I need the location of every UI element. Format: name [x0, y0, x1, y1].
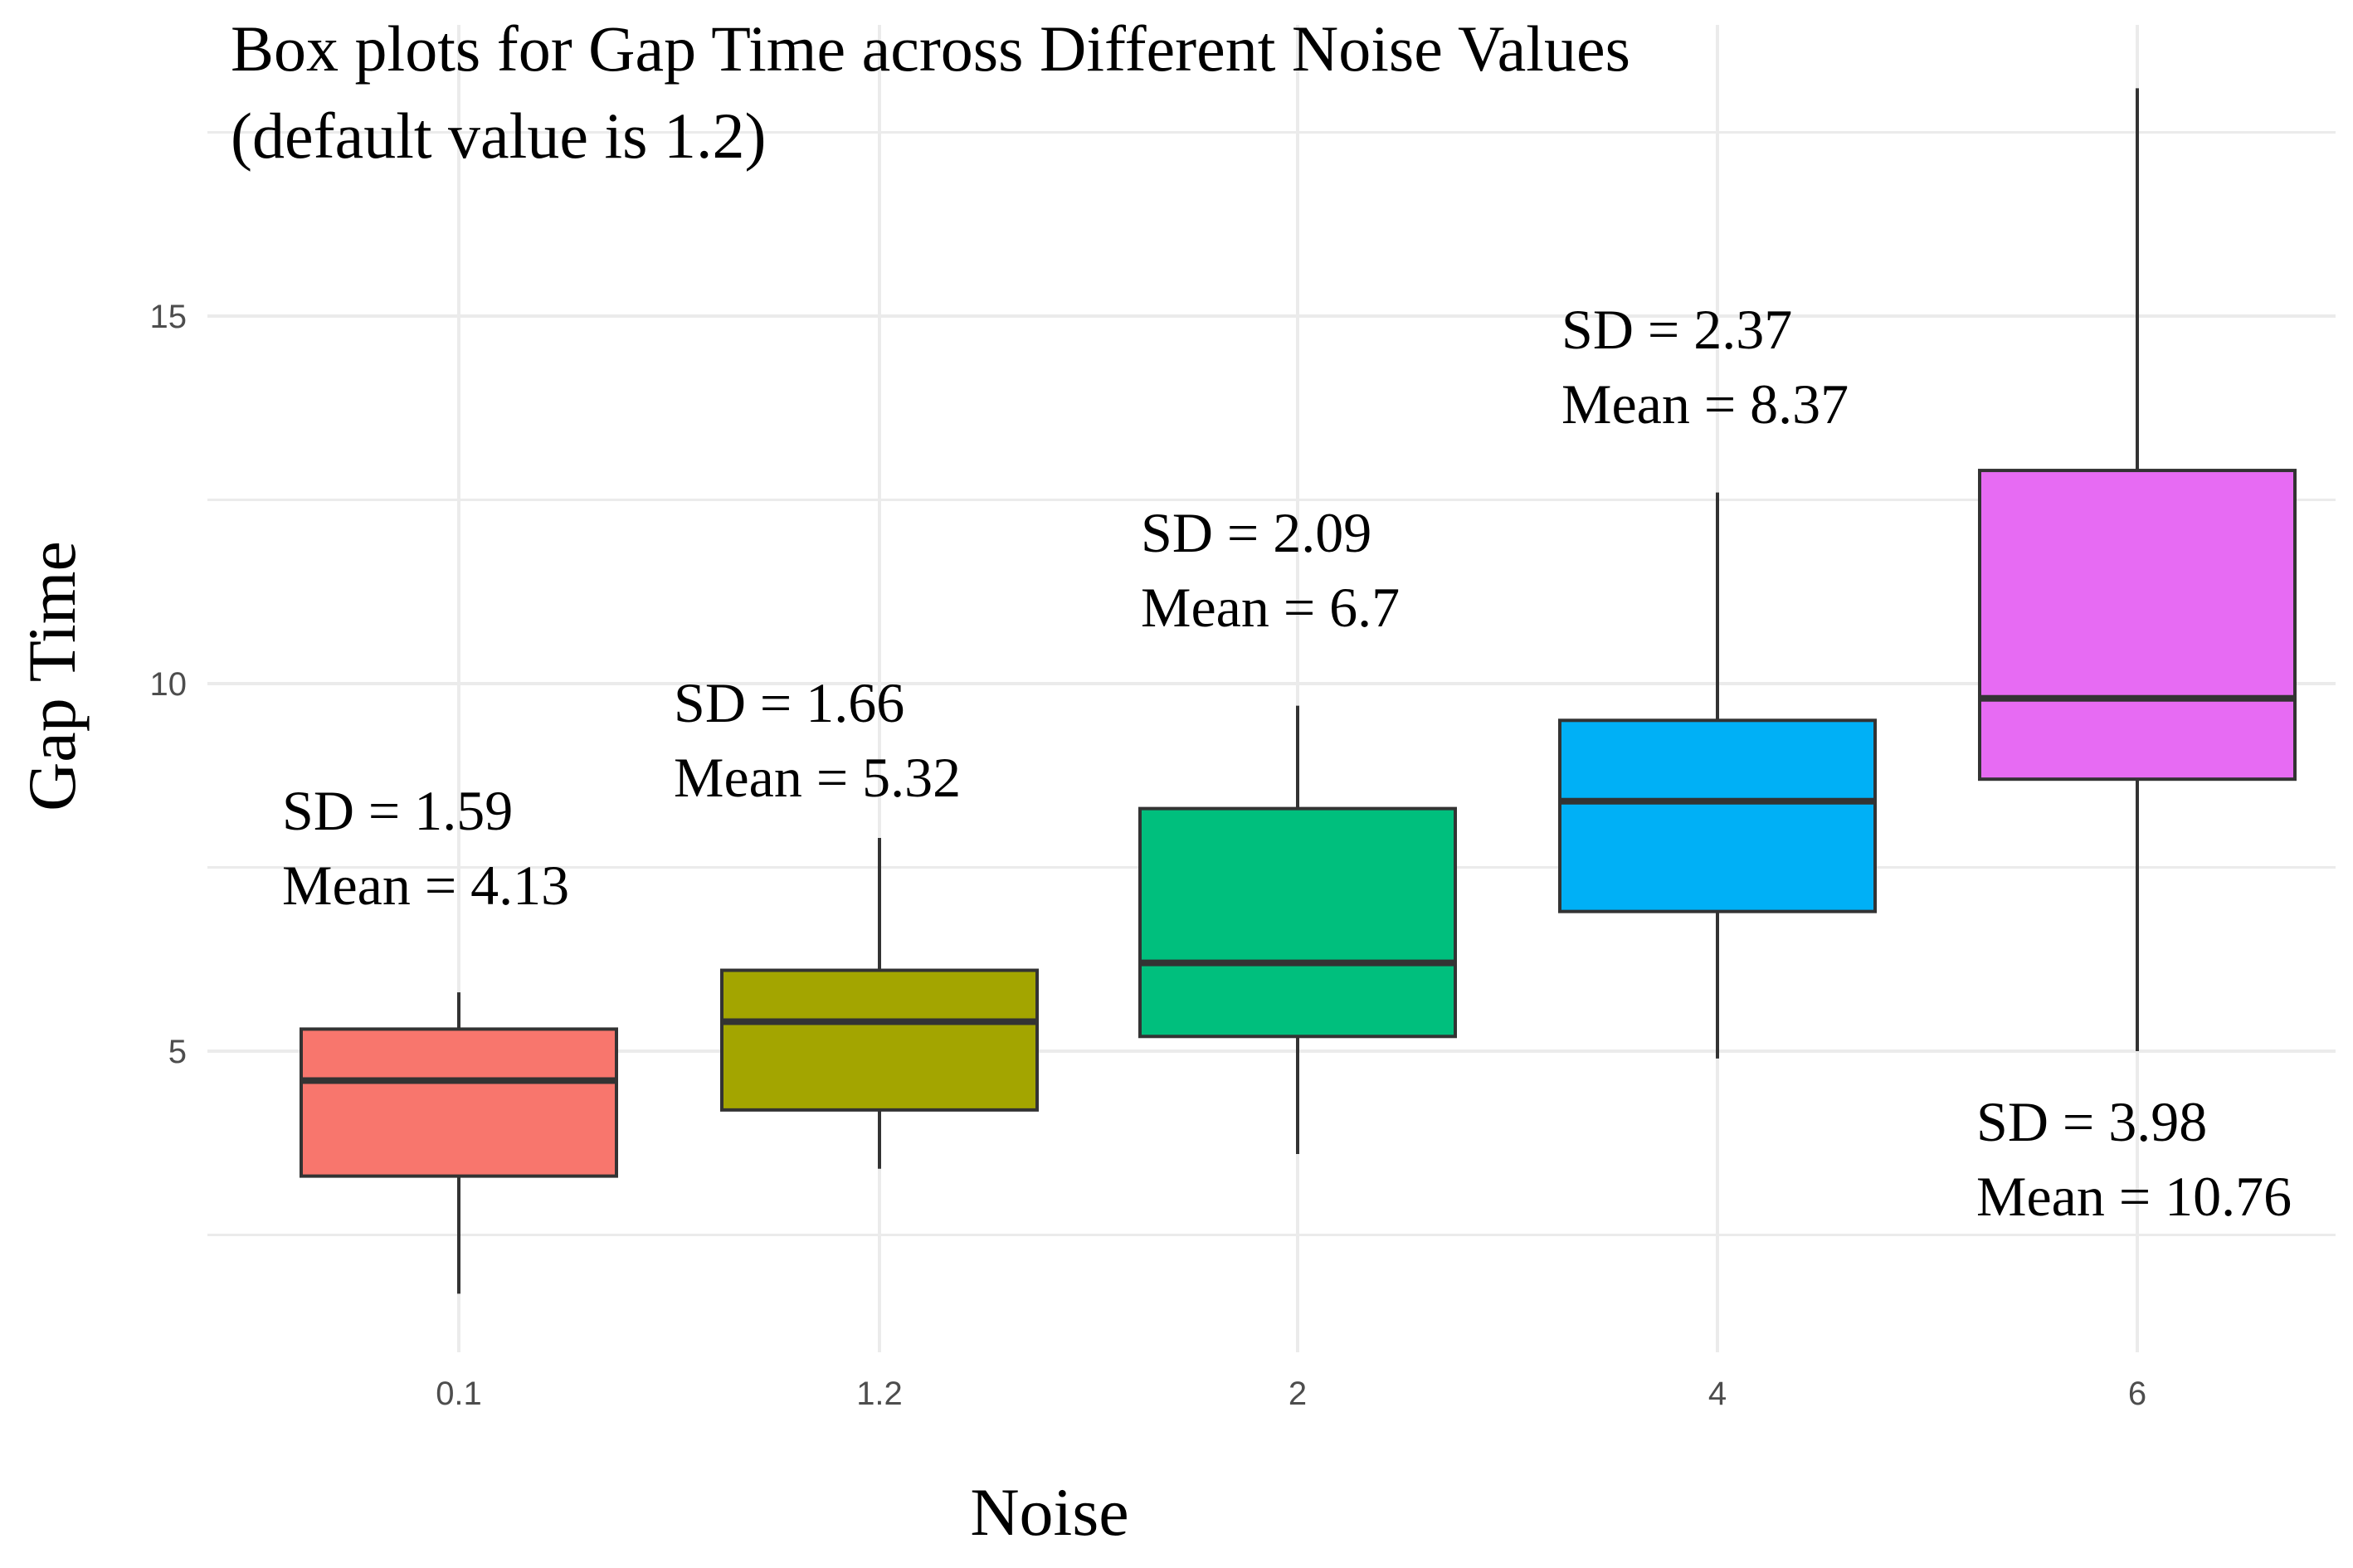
annotation-sd: SD = 1.59 [282, 779, 513, 842]
y-tick-label: 5 [168, 1034, 187, 1070]
box-4 [1558, 492, 1877, 1059]
annotation-sd: SD = 1.66 [674, 671, 904, 734]
annotation-mean: Mean = 5.32 [674, 746, 961, 809]
annotation-mean: Mean = 6.7 [1141, 576, 1400, 639]
x-axis-title: Noise [970, 1474, 1128, 1550]
x-tick-label: 2 [1289, 1376, 1307, 1412]
y-tick-label: 15 [150, 299, 188, 335]
boxes [300, 88, 2297, 1294]
annotation-mean: Mean = 10.76 [1976, 1165, 2292, 1228]
box-iqr [300, 1027, 618, 1178]
annotations: SD = 1.59 Mean = 4.13 SD = 1.66 Mean = 5.32… [282, 298, 2292, 1228]
box-iqr [1978, 469, 2297, 782]
box-iqr [720, 968, 1039, 1112]
annotation-mean: Mean = 8.37 [1561, 373, 1849, 436]
annotation-mean: Mean = 4.13 [282, 854, 569, 917]
box-0.1 [300, 992, 618, 1294]
box-iqr [1558, 718, 1877, 913]
chart-title-line-1: Box plots for Gap Time across Different … [231, 12, 1630, 85]
x-tick-label: 4 [1708, 1376, 1727, 1412]
box-1.2 [720, 838, 1039, 1169]
chart-title-line-2: (default value is 1.2) [231, 100, 766, 172]
annotation-sd: SD = 3.98 [1976, 1090, 2207, 1153]
annotation-sd: SD = 2.37 [1561, 298, 1792, 361]
box-6 [1978, 88, 2297, 1051]
x-tick-label: 1.2 [856, 1376, 903, 1412]
box-2 [1138, 705, 1457, 1155]
y-axis-title: Gap Time [14, 541, 90, 811]
y-tick-label: 10 [150, 666, 188, 703]
x-tick-label: 6 [2128, 1376, 2146, 1412]
titles: Box plots for Gap Time across Different … [14, 12, 1630, 1550]
ticks: 5 10 15 0.1 1.2 2 4 6 [150, 299, 2147, 1412]
x-tick-label: 0.1 [436, 1376, 482, 1412]
box-iqr [1138, 806, 1457, 1039]
annotation-sd: SD = 2.09 [1141, 501, 1371, 564]
